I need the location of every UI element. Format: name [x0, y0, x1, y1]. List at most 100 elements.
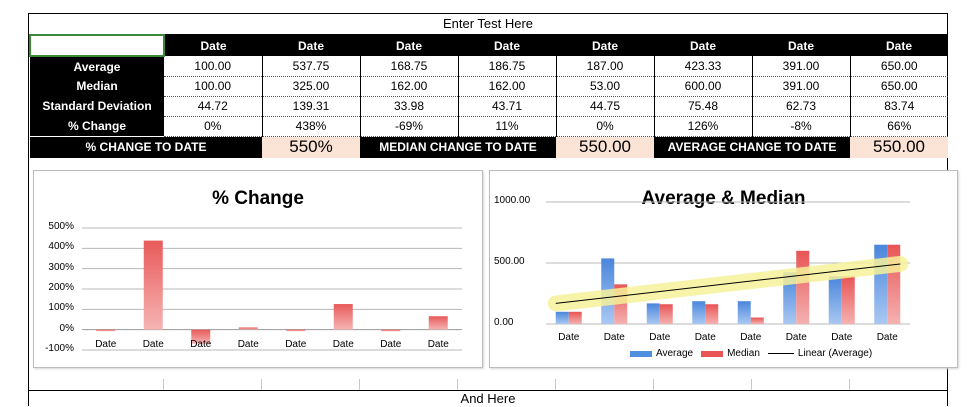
table-cell[interactable]: 11% [458, 116, 557, 137]
row-label[interactable]: Median [30, 76, 164, 96]
legend-label: Median [727, 348, 760, 359]
pct-change-plot [82, 227, 462, 351]
average-bar [783, 272, 797, 324]
average-median-plot [546, 201, 910, 325]
median-legend-swatch [701, 350, 724, 357]
table-cell[interactable]: 186.75 [458, 56, 557, 77]
x-axis-tick-label: Date [380, 338, 402, 350]
x-axis-tick-label: Date [558, 332, 580, 343]
y-axis-tick-label: 0% [59, 322, 74, 334]
grid-line [751, 379, 752, 390]
average-change-to-date-label[interactable]: AVERAGE CHANGE TO DATE [654, 136, 850, 158]
table-cell[interactable]: 168.75 [360, 56, 459, 77]
table-cell[interactable]: 66% [850, 116, 948, 137]
table-cell[interactable]: 83.74 [850, 96, 948, 117]
x-axis-tick-label: Date [785, 332, 807, 343]
table-cell[interactable]: 650.00 [850, 56, 948, 77]
table-cell[interactable]: 126% [654, 116, 753, 137]
table-cell[interactable]: 650.00 [850, 76, 948, 97]
column-header[interactable]: Date [164, 35, 262, 56]
y-axis-tick-label: 500.00 [494, 256, 525, 267]
pct-change-chart[interactable]: % Change 500% 400% 300% 200% 100% 0% -100% Date… [33, 170, 483, 368]
table-cell[interactable]: 100.00 [164, 56, 263, 77]
column-header[interactable]: Date [458, 35, 556, 56]
table-cell[interactable]: 162.00 [360, 76, 459, 97]
median-change-to-date-label[interactable]: MEDIAN CHANGE TO DATE [360, 136, 556, 158]
chart-legend: Average Median Linear (Average) [630, 348, 872, 359]
x-axis-tick-label: Date [190, 338, 212, 350]
table-cell[interactable]: 33.98 [360, 96, 459, 117]
table-cell[interactable]: 325.00 [262, 76, 361, 97]
legend-label: Linear (Average) [797, 348, 873, 359]
table-cell[interactable]: 537.75 [262, 56, 361, 77]
table-cell[interactable]: 162.00 [458, 76, 557, 97]
column-header[interactable]: Date [850, 35, 948, 56]
bar [428, 316, 448, 330]
median-bar [659, 304, 673, 324]
median-bar [796, 250, 810, 324]
average-bar [874, 244, 888, 324]
trendline-legend-swatch [767, 353, 794, 354]
x-axis-tick-label: Date [603, 332, 625, 343]
x-axis-tick-label: Date [649, 332, 671, 343]
bar [143, 240, 163, 330]
selected-cell[interactable] [29, 34, 165, 57]
sheet-title-cell[interactable]: Enter Test Here [29, 13, 947, 35]
table-cell[interactable]: 391.00 [752, 76, 851, 97]
table-cell[interactable]: 44.72 [164, 96, 263, 117]
table-cell[interactable]: 53.00 [556, 76, 655, 97]
empty-grid-row [29, 379, 947, 390]
table-cell[interactable]: 187.00 [556, 56, 655, 77]
table-cell[interactable]: 75.48 [654, 96, 753, 117]
bar [381, 329, 401, 332]
average-bar [555, 311, 569, 324]
grid-line [457, 379, 458, 390]
column-header[interactable]: Date [556, 35, 654, 56]
average-bar [646, 303, 660, 324]
x-axis-tick-label: Date [427, 338, 449, 350]
table-cell[interactable]: 438% [262, 116, 361, 137]
y-axis-tick-label: 500% [48, 221, 74, 232]
median-bar [568, 311, 582, 324]
column-header[interactable]: Date [262, 35, 360, 56]
table-cell[interactable]: -69% [360, 116, 459, 137]
bar [191, 329, 211, 344]
grid-line [653, 379, 654, 390]
row-label[interactable]: % Change [30, 116, 164, 136]
median-bar [841, 276, 855, 324]
bar [238, 327, 258, 330]
average-median-chart[interactable]: Average & Median Average Median Linear (… [489, 170, 958, 368]
table-cell[interactable]: 600.00 [654, 76, 753, 97]
table-cell[interactable]: 100.00 [164, 76, 263, 97]
table-cell[interactable]: 44.75 [556, 96, 655, 117]
row-label[interactable]: Average [30, 56, 164, 76]
median-row: Median 100.00 325.00 162.00 162.00 53.00… [30, 76, 948, 97]
x-axis-tick-label: Date [332, 338, 354, 350]
table-cell[interactable]: 139.31 [262, 96, 361, 117]
average-change-to-date-value[interactable]: 550.00 [850, 136, 948, 158]
column-header[interactable]: Date [360, 35, 458, 56]
grid-line [163, 379, 164, 390]
std-dev-row: Standard Deviation 44.72 139.31 33.98 43… [30, 96, 948, 117]
column-header[interactable]: Date [654, 35, 752, 56]
median-change-to-date-value[interactable]: 550.00 [556, 136, 654, 158]
sheet-footer-cell[interactable]: And Here [29, 390, 947, 407]
median-bar [750, 317, 764, 324]
x-axis-tick-label: Date [142, 338, 164, 350]
table-cell[interactable]: 423.33 [654, 56, 753, 77]
grid-line [555, 379, 556, 390]
stats-table: Date Date Date Date Date Date Date Date … [29, 34, 948, 158]
table-cell[interactable]: 43.71 [458, 96, 557, 117]
table-cell[interactable]: -8% [752, 116, 851, 137]
table-cell[interactable]: 62.73 [752, 96, 851, 117]
table-cell[interactable]: 0% [164, 116, 263, 137]
grid-line [359, 379, 360, 390]
pct-change-to-date-value[interactable]: 550% [262, 136, 360, 158]
table-cell[interactable]: 0% [556, 116, 655, 137]
table-cell[interactable]: 391.00 [752, 56, 851, 77]
x-axis-tick-label: Date [285, 338, 307, 350]
column-header[interactable]: Date [752, 35, 850, 56]
spreadsheet: Enter Test Here Date Date Date Date Date… [28, 13, 948, 406]
row-label[interactable]: Standard Deviation [30, 96, 164, 116]
pct-change-to-date-label[interactable]: % CHANGE TO DATE [30, 136, 262, 158]
